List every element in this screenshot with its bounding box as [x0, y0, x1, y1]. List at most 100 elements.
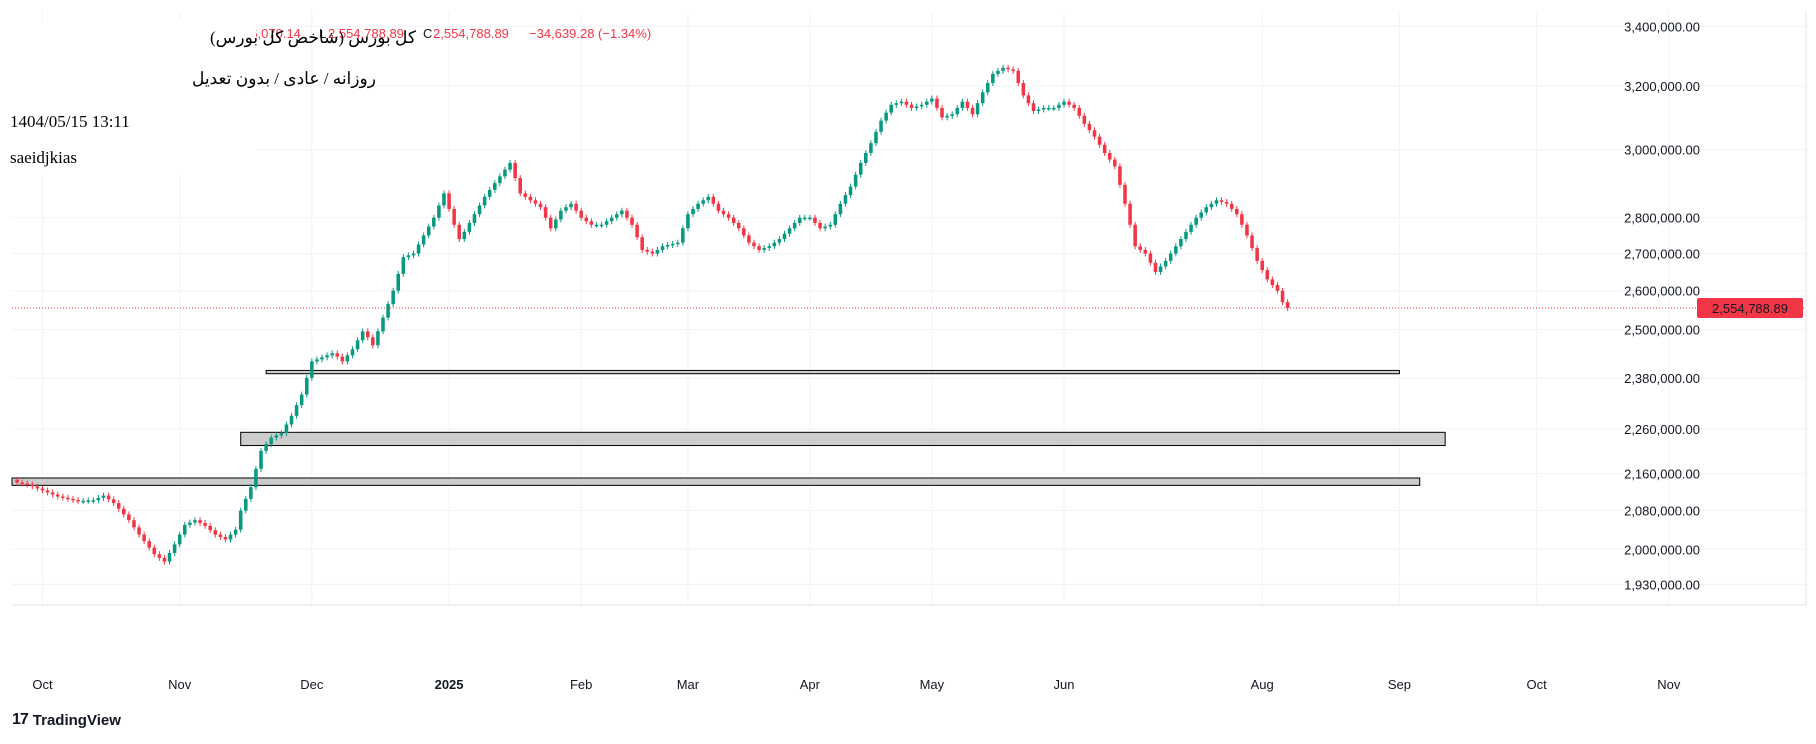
- candle-body: [421, 235, 426, 245]
- candle-body: [940, 107, 944, 118]
- y-tick-label: 2,700,000.00: [1624, 247, 1700, 262]
- x-tick-label: 2025: [435, 677, 464, 692]
- candle-body: [1102, 144, 1107, 154]
- candle-body: [955, 107, 960, 115]
- candle-body: [772, 242, 777, 247]
- candle-body: [787, 228, 792, 234]
- candle-body: [848, 186, 853, 196]
- x-tick-label: Jun: [1054, 677, 1075, 692]
- candle-body: [670, 243, 675, 246]
- candle-body: [106, 495, 111, 500]
- candle-body: [223, 537, 228, 540]
- x-tick-label: Mar: [677, 677, 700, 692]
- candle-body: [167, 552, 172, 562]
- candle-body: [996, 70, 1000, 74]
- candle-body: [792, 222, 797, 229]
- candle-body: [142, 534, 146, 542]
- x-tick-label: Feb: [570, 677, 592, 692]
- candle-body: [284, 424, 289, 434]
- candle-body: [675, 242, 680, 245]
- candle-body: [1280, 290, 1285, 303]
- candle-body: [1163, 260, 1168, 267]
- candle-body: [66, 497, 70, 500]
- candle-body: [980, 92, 985, 104]
- candle-body: [726, 214, 731, 218]
- candle-body: [1214, 200, 1219, 204]
- candle-body: [147, 541, 151, 548]
- candle-body: [716, 203, 721, 211]
- candle-body: [1240, 214, 1244, 225]
- candle-body: [188, 522, 192, 525]
- symbol-title[interactable]: کل بورس (شاخص کل بورس): [210, 28, 417, 48]
- candle-body: [1194, 217, 1198, 225]
- candle-body: [406, 255, 411, 258]
- candle-body: [1031, 103, 1036, 112]
- candle-body: [742, 228, 746, 236]
- y-tick-label: 3,000,000.00: [1624, 143, 1700, 158]
- candle-body: [1204, 207, 1209, 213]
- y-tick-label: 2,160,000.00: [1624, 466, 1700, 481]
- candle-body: [1001, 67, 1005, 71]
- candle-body: [315, 359, 319, 362]
- candle-body: [111, 499, 116, 504]
- candle-body: [589, 221, 594, 225]
- y-tick-label: 2,000,000.00: [1624, 542, 1700, 557]
- candle-body: [1097, 136, 1102, 145]
- ohlc-low: 2,554,788.89: [328, 26, 404, 41]
- candle-body: [564, 207, 568, 211]
- candle-body: [1026, 95, 1031, 104]
- candle-body: [559, 210, 563, 220]
- candle-body: [777, 239, 782, 243]
- support-zones[interactable]: [11, 369, 1446, 486]
- x-tick-label: Aug: [1251, 677, 1274, 692]
- candle-body: [813, 217, 817, 223]
- x-tick-label: May: [920, 677, 945, 692]
- candle-body: [528, 196, 533, 201]
- datetime-label: 1404/05/15 13:11: [10, 112, 130, 131]
- candle-body: [269, 437, 273, 445]
- candle-body: [650, 251, 655, 254]
- candle-body: [696, 203, 700, 209]
- candle-body: [416, 244, 421, 254]
- candle-body: [411, 253, 416, 256]
- candle-body: [1036, 109, 1041, 112]
- y-tick-label: 2,500,000.00: [1624, 322, 1700, 337]
- last-price-label: 2,554,788.89: [1712, 301, 1788, 316]
- y-tick-label: 2,380,000.00: [1624, 371, 1700, 386]
- candle-body: [30, 484, 35, 487]
- time-axis[interactable]: Oct Nov Dec 2025 Feb Mar Apr May Jun Aug Sep Oct Nov: [32, 677, 1680, 692]
- candle-body: [599, 224, 604, 227]
- candle-body: [736, 222, 741, 229]
- candle-body: [665, 245, 670, 247]
- tradingview-brand[interactable]: 17 TradingView: [12, 711, 121, 729]
- last-price-tag: 2,554,788.89: [1697, 298, 1803, 319]
- candle-body: [132, 520, 136, 528]
- candle-body: [86, 500, 91, 503]
- candle-body: [691, 208, 695, 215]
- candle-body: [472, 214, 477, 223]
- candle-body: [604, 221, 609, 225]
- candle-body: [919, 104, 924, 107]
- candle-body: [925, 101, 929, 105]
- candle-body: [335, 353, 340, 357]
- candle-body: [752, 242, 756, 247]
- candle-body: [15, 479, 19, 483]
- tradingview-logo-icon: 17: [12, 711, 29, 728]
- candle-body: [579, 210, 583, 218]
- candle-body: [1158, 266, 1163, 272]
- support-zone: [11, 477, 1421, 486]
- y-tick-label: 3,200,000.00: [1624, 79, 1700, 94]
- candle-body: [762, 248, 766, 250]
- candle-body: [731, 217, 736, 223]
- candle-body: [548, 217, 553, 229]
- candle-body: [376, 331, 380, 346]
- candle-body: [808, 217, 812, 220]
- candle-body: [457, 224, 462, 240]
- candle-body: [183, 524, 187, 535]
- candle-body: [797, 217, 802, 223]
- candle-body: [432, 217, 436, 227]
- price-axis[interactable]: 3,400,000.00 3,200,000.00 3,000,000.00 2,80…: [1624, 19, 1700, 592]
- candle-body: [1199, 212, 1204, 218]
- candle-body: [1128, 203, 1132, 225]
